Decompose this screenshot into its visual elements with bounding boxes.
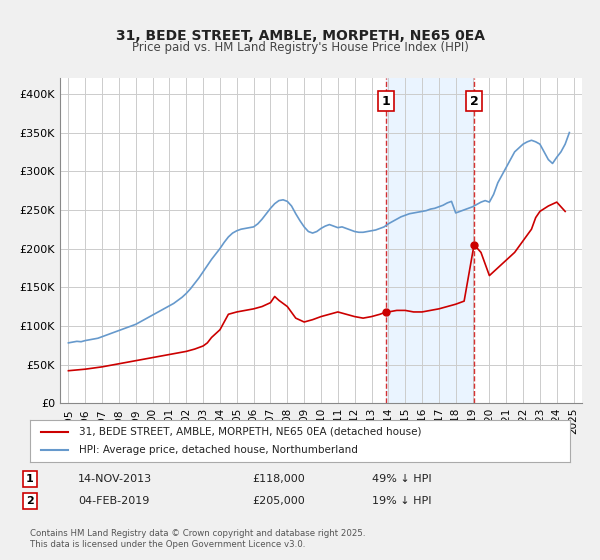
Bar [386,78,474,403]
Text: 19% ↓ HPI: 19% ↓ HPI [372,496,431,506]
Text: HPI: Average price, detached house, Northumberland: HPI: Average price, detached house, Nort… [79,445,358,455]
Text: 2: 2 [26,496,34,506]
Text: Contains HM Land Registry data © Crown copyright and database right 2025.
This d: Contains HM Land Registry data © Crown c… [30,529,365,549]
Text: 14-NOV-2013: 14-NOV-2013 [78,474,152,484]
Text: 31, BEDE STREET, AMBLE, MORPETH, NE65 0EA (detached house): 31, BEDE STREET, AMBLE, MORPETH, NE65 0E… [79,427,421,437]
Text: 31, BEDE STREET, AMBLE, MORPETH, NE65 0EA: 31, BEDE STREET, AMBLE, MORPETH, NE65 0E… [115,29,485,44]
Text: £205,000: £205,000 [252,496,305,506]
Text: Price paid vs. HM Land Registry's House Price Index (HPI): Price paid vs. HM Land Registry's House … [131,41,469,54]
Text: 2: 2 [470,95,478,108]
Text: 04-FEB-2019: 04-FEB-2019 [78,496,149,506]
Text: 1: 1 [382,95,391,108]
Text: £118,000: £118,000 [252,474,305,484]
Text: 1: 1 [26,474,34,484]
Text: 49% ↓ HPI: 49% ↓ HPI [372,474,431,484]
